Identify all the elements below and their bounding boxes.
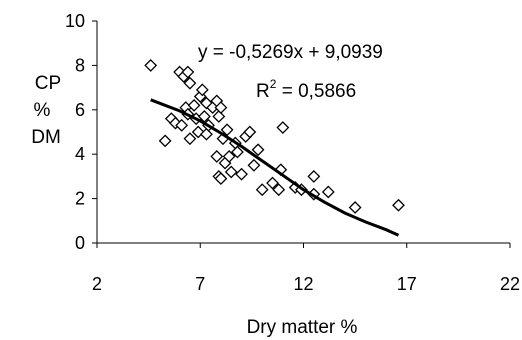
data-points — [144, 58, 405, 214]
data-point — [272, 183, 286, 197]
data-point — [348, 201, 362, 214]
x-tick-label: 7 — [195, 274, 205, 294]
x-tick-label: 2 — [92, 274, 102, 294]
data-point — [231, 145, 244, 159]
data-point — [187, 98, 201, 112]
data-point — [195, 83, 209, 97]
data-point — [183, 76, 197, 90]
x-tick-labels: 2 7 12 17 22 — [92, 274, 520, 294]
data-point — [307, 169, 321, 183]
data-point — [276, 121, 290, 134]
r-squared-symbol: R — [256, 81, 270, 102]
data-point — [321, 185, 335, 199]
x-tick-label: 12 — [293, 274, 313, 294]
data-point — [243, 125, 257, 139]
data-point — [158, 134, 172, 148]
y-tick-label: 6 — [75, 100, 85, 120]
y-tick-label: 8 — [75, 55, 85, 75]
y-axis-title-line-3: DM — [31, 127, 61, 148]
y-tick-label: 10 — [65, 11, 85, 31]
y-axis-title-line-2: % — [34, 100, 51, 121]
trendline-equation: y = -0,5269x + 9,0939 — [198, 42, 383, 63]
r-squared-superscript: 2 — [270, 77, 277, 91]
trendline — [150, 98, 400, 237]
axes — [92, 20, 511, 248]
y-axis-title-line-1: CP — [35, 73, 61, 94]
data-point — [255, 183, 269, 197]
data-point — [210, 150, 224, 163]
data-point — [392, 198, 405, 212]
y-tick-label: 4 — [75, 144, 85, 164]
data-point — [224, 165, 238, 179]
data-point — [214, 172, 228, 186]
data-point — [200, 127, 213, 141]
data-point — [220, 123, 234, 137]
y-tick-label: 0 — [75, 233, 85, 253]
data-point — [144, 58, 158, 72]
data-point — [212, 110, 226, 123]
x-tick-label: 17 — [397, 274, 417, 294]
x-axis-title: Dry matter % — [247, 317, 358, 338]
data-point — [247, 158, 261, 172]
data-point — [214, 101, 228, 114]
r-squared-label: R2 = 0,5866 — [256, 77, 356, 102]
data-point — [181, 65, 195, 79]
x-tick-label: 22 — [500, 274, 520, 294]
y-tick-label: 2 — [75, 189, 85, 209]
r-squared-value: = 0,5866 — [276, 81, 356, 102]
data-point — [266, 176, 279, 190]
data-point — [222, 150, 236, 163]
data-point — [251, 143, 265, 157]
data-point — [175, 118, 189, 132]
y-tick-labels: 0 2 4 6 8 10 — [65, 11, 85, 253]
data-point — [183, 132, 197, 146]
data-point — [235, 167, 248, 181]
